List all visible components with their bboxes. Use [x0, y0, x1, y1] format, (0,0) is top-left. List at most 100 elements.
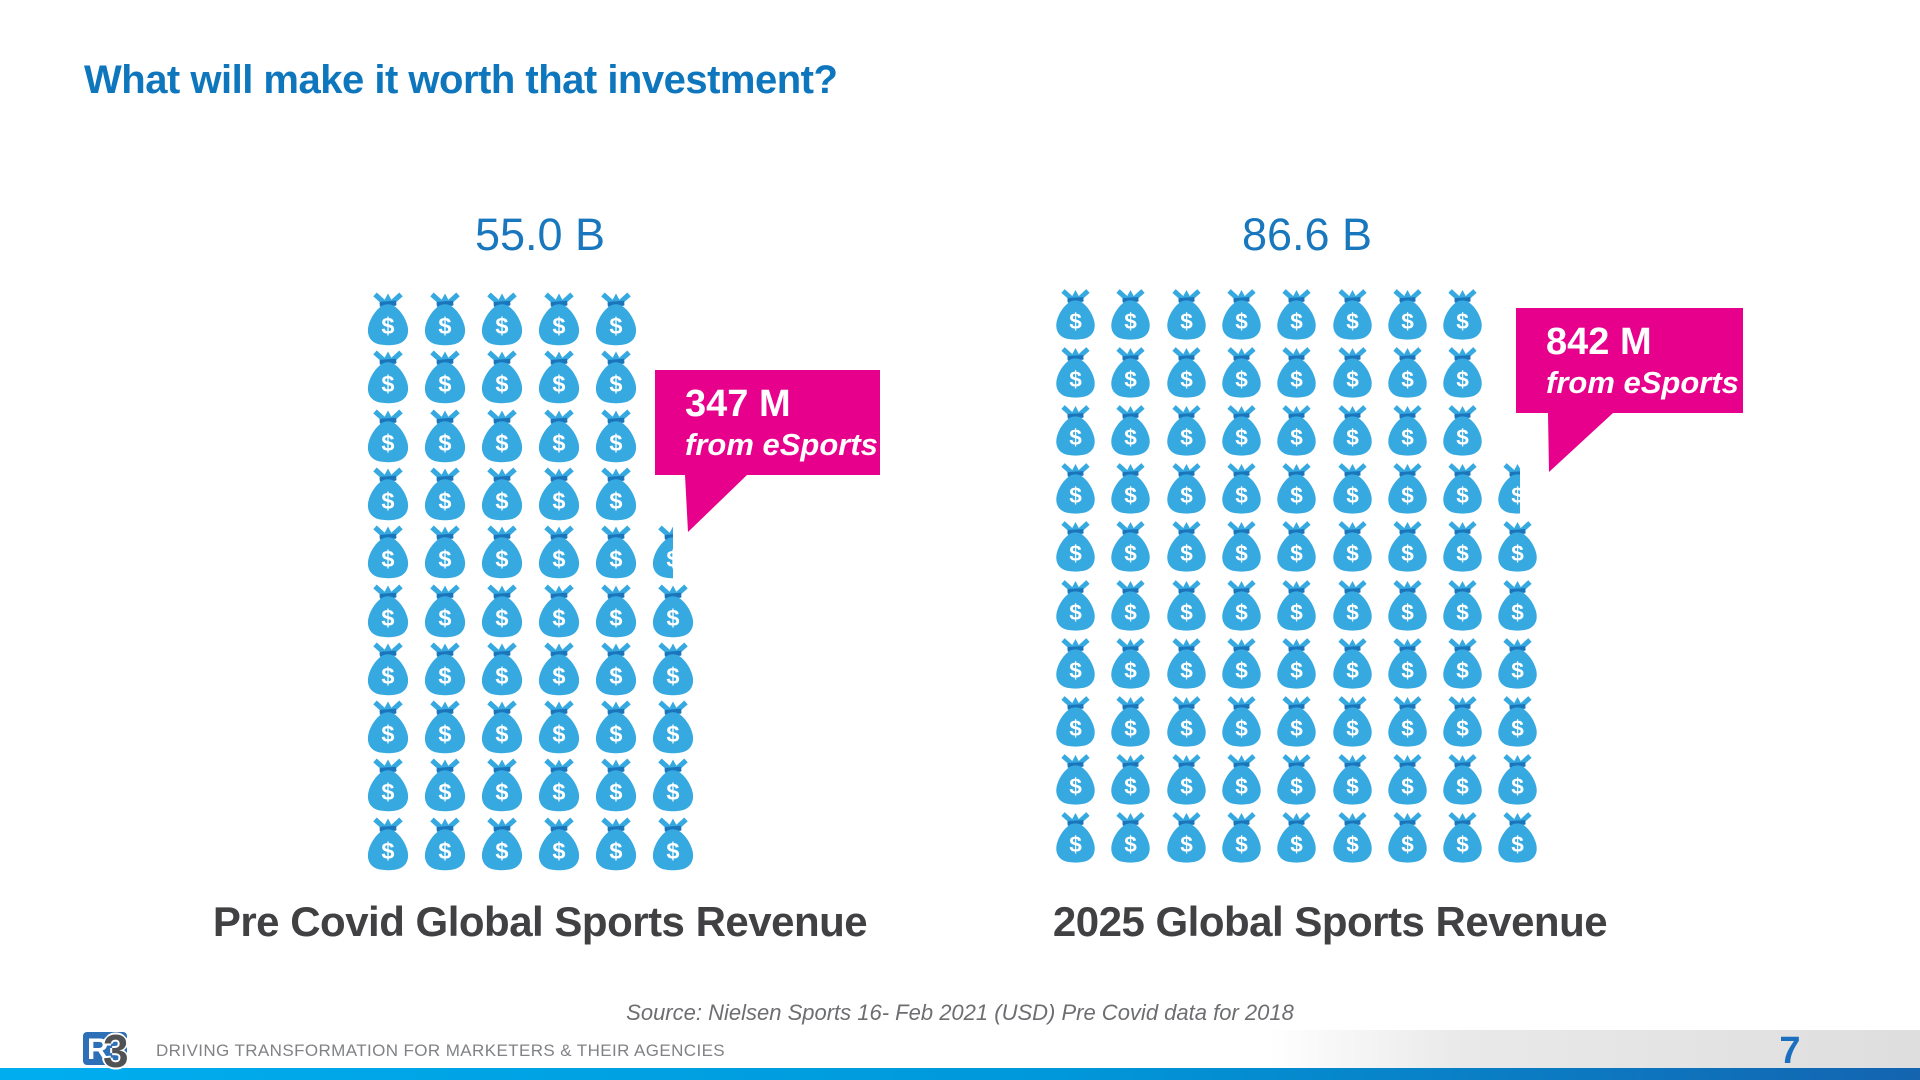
money-bag-icon	[420, 583, 470, 638]
money-bag-icon	[1052, 578, 1099, 632]
money-bag-icon	[1494, 752, 1541, 806]
r3-logo: R 3	[83, 1025, 163, 1077]
money-bag-icon	[1384, 636, 1431, 690]
money-bag-icon	[648, 757, 698, 812]
money-bag-icon	[1494, 578, 1541, 632]
money-bag-icon	[477, 408, 527, 463]
money-bag-icon	[1107, 578, 1154, 632]
money-bag-icon	[1439, 810, 1486, 864]
money-bag-icon	[477, 466, 527, 521]
right-chart-value: 86.6 B	[1241, 209, 1373, 260]
money-bag-icon	[420, 641, 470, 696]
money-bag-icon	[1107, 345, 1154, 399]
money-bag-icon	[1163, 636, 1210, 690]
left-chart-caption: Pre Covid Global Sports Revenue	[212, 898, 868, 945]
money-bag-icon	[363, 641, 413, 696]
money-bag-icon	[1163, 752, 1210, 806]
money-bag-icon	[363, 408, 413, 463]
money-bag-icon	[648, 583, 698, 638]
money-bag-icon	[1163, 578, 1210, 632]
money-bag-icon	[591, 349, 641, 404]
money-bag-icon	[1329, 403, 1376, 457]
money-bag-icon	[1107, 752, 1154, 806]
callout-esports-left: 347 M from eSports	[652, 367, 892, 542]
callout-label: from eSports	[1546, 365, 1739, 400]
money-bag-icon	[1218, 403, 1265, 457]
money-bag-icon	[1329, 810, 1376, 864]
page-number: 7	[1779, 1030, 1801, 1072]
money-bag-icon	[1439, 403, 1486, 457]
money-bag-icon	[648, 816, 698, 871]
money-bag-icon	[1107, 287, 1154, 341]
money-bag-icon	[1273, 752, 1320, 806]
money-bag-icon	[1384, 345, 1431, 399]
money-bag-icon	[1329, 694, 1376, 748]
money-bag-icon	[1163, 519, 1210, 573]
money-bag-icon	[591, 816, 641, 871]
money-bag-icon	[1494, 519, 1541, 573]
money-bag-icon	[591, 699, 641, 754]
money-bag-icon	[1329, 461, 1376, 515]
r3-logo-box	[83, 1032, 127, 1065]
money-bag-icon	[1494, 810, 1541, 864]
money-bag-icon	[1439, 345, 1486, 399]
money-bag-icon	[1218, 287, 1265, 341]
money-bag-icon	[420, 291, 470, 346]
money-bag-icon	[1273, 461, 1320, 515]
money-bag-icon	[1329, 578, 1376, 632]
money-bag-icon	[1218, 636, 1265, 690]
money-bag-icon	[420, 699, 470, 754]
money-bag-icon	[1273, 636, 1320, 690]
money-bag-icon	[1329, 752, 1376, 806]
money-bag-icon	[1218, 694, 1265, 748]
money-bag-icon	[591, 291, 641, 346]
money-bag-icon	[1384, 519, 1431, 573]
money-bag-icon	[477, 816, 527, 871]
money-bag-icon	[1052, 519, 1099, 573]
money-bag-icon	[1329, 636, 1376, 690]
callout-label: from eSports	[685, 427, 878, 462]
money-bag-icon	[1107, 694, 1154, 748]
money-bag-icon	[1439, 287, 1486, 341]
money-bag-icon	[1273, 345, 1320, 399]
money-bag-icon	[591, 466, 641, 521]
left-chart-value: 55.0 B	[474, 209, 606, 260]
money-bag-icon	[477, 524, 527, 579]
money-bag-icon	[1273, 694, 1320, 748]
money-bag-icon	[648, 641, 698, 696]
money-bag-icon	[1052, 403, 1099, 457]
money-bag-icon	[1439, 636, 1486, 690]
money-bag-icon	[534, 524, 584, 579]
money-bag-icon	[1439, 694, 1486, 748]
money-bag-icon	[363, 583, 413, 638]
money-bag-icon	[1163, 287, 1210, 341]
money-bag-icon	[534, 699, 584, 754]
money-bag-icon	[1052, 810, 1099, 864]
slide-title: What will make it worth that investment?	[84, 58, 838, 102]
money-bag-icon	[363, 466, 413, 521]
money-bag-icon	[1273, 578, 1320, 632]
money-bag-icon	[1439, 578, 1486, 632]
money-bag-icon	[1329, 519, 1376, 573]
money-bag-icon	[1052, 287, 1099, 341]
money-bag-icon	[1384, 403, 1431, 457]
money-bag-icon	[1329, 287, 1376, 341]
money-bag-icon	[1439, 519, 1486, 573]
money-bag-icon	[477, 757, 527, 812]
money-bag-icon	[1163, 345, 1210, 399]
money-bag-icon	[1218, 810, 1265, 864]
callout-value: 842 M	[1546, 321, 1652, 363]
money-bag-icon	[1052, 694, 1099, 748]
bottom-accent-bar	[0, 1068, 1920, 1080]
money-bag-icon	[420, 408, 470, 463]
money-bag-icon	[1218, 752, 1265, 806]
money-bag-icon	[420, 466, 470, 521]
money-bag-icon	[1273, 519, 1320, 573]
money-bag-icon	[591, 408, 641, 463]
money-bag-icon	[1163, 403, 1210, 457]
money-bag-icon	[1384, 461, 1431, 515]
money-bag-icon	[1107, 636, 1154, 690]
pictograph-2025	[1052, 287, 1562, 872]
money-bag-icon	[1107, 403, 1154, 457]
money-bag-icon	[363, 816, 413, 871]
